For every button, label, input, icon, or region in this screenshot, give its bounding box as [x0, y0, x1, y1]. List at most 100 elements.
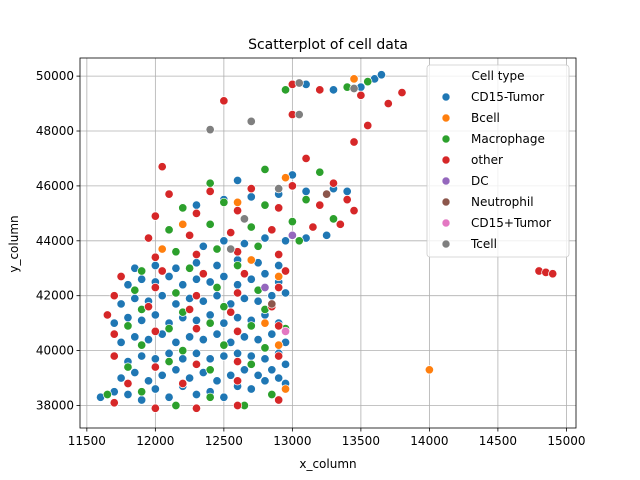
- data-point: [233, 400, 243, 411]
- data-point: [246, 321, 256, 331]
- plot-frame: [79, 57, 577, 429]
- data-point: [397, 88, 407, 98]
- y-tick-label: 46000: [36, 179, 74, 193]
- data-point: [198, 241, 208, 251]
- data-point: [157, 370, 167, 380]
- data-point: [150, 362, 160, 372]
- data-point: [150, 326, 160, 336]
- data-point: [260, 318, 270, 328]
- data-point: [178, 280, 188, 290]
- series-tcell: [205, 78, 359, 254]
- data-point: [280, 359, 291, 369]
- data-point: [328, 178, 339, 188]
- data-point: [267, 329, 277, 339]
- data-point: [219, 271, 229, 282]
- data-point: [130, 285, 140, 295]
- data-point: [267, 389, 277, 400]
- data-point: [322, 189, 332, 199]
- data-point: [233, 197, 243, 207]
- x-tick-label: 12500: [205, 434, 243, 448]
- data-point: [226, 228, 236, 238]
- data-point: [116, 337, 126, 347]
- data-point: [191, 249, 202, 260]
- legend-marker: [441, 113, 451, 123]
- data-point: [171, 288, 181, 298]
- data-point: [164, 189, 174, 199]
- data-point: [185, 263, 195, 273]
- data-point: [219, 351, 229, 361]
- data-point: [260, 200, 270, 210]
- data-point: [164, 357, 174, 367]
- legend-marker: [441, 239, 451, 249]
- data-point: [185, 332, 195, 342]
- data-point: [157, 162, 167, 172]
- x-tick-label: 15000: [547, 434, 585, 448]
- data-point: [274, 340, 284, 350]
- data-point: [143, 335, 154, 345]
- data-point: [233, 326, 243, 336]
- data-point: [171, 299, 181, 309]
- legend-entry-label: Macrophage: [471, 132, 545, 146]
- data-point: [246, 222, 256, 232]
- data-point: [130, 293, 140, 303]
- series-neutrophil: [267, 189, 332, 309]
- data-point: [226, 370, 236, 380]
- x-axis-label: x_column: [299, 457, 356, 471]
- data-point: [274, 249, 284, 260]
- data-point: [116, 271, 126, 282]
- data-point: [178, 346, 188, 356]
- data-point: [274, 373, 284, 383]
- data-point: [253, 241, 263, 251]
- data-point: [123, 389, 133, 400]
- data-point: [178, 203, 188, 213]
- data-point: [274, 260, 284, 271]
- data-point: [205, 186, 215, 196]
- data-point: [246, 192, 256, 202]
- data-point: [109, 291, 119, 301]
- data-point: [150, 403, 160, 413]
- data-point: [212, 282, 222, 293]
- data-point: [315, 167, 325, 177]
- data-point: [191, 348, 202, 358]
- y-tick-label: 50000: [36, 69, 74, 83]
- data-point: [191, 403, 202, 413]
- y-tick-label: 38000: [36, 398, 74, 412]
- data-point: [130, 332, 140, 342]
- data-point: [287, 217, 297, 227]
- data-point: [185, 230, 195, 240]
- data-point: [267, 225, 277, 235]
- data-point: [143, 376, 154, 386]
- data-point: [548, 269, 558, 279]
- data-point: [219, 318, 229, 328]
- data-point: [287, 181, 297, 191]
- data-point: [260, 164, 270, 174]
- data-point: [274, 282, 284, 293]
- data-point: [239, 365, 249, 375]
- x-tick-label: 13500: [342, 434, 380, 448]
- y-axis-label: y_column: [7, 215, 21, 272]
- data-point: [116, 299, 126, 309]
- data-point: [150, 384, 160, 394]
- series-dc: [260, 230, 297, 293]
- data-point: [239, 332, 249, 342]
- data-point: [287, 230, 297, 240]
- legend-marker: [441, 197, 451, 207]
- data-point: [328, 85, 339, 95]
- data-point: [233, 357, 243, 367]
- data-point: [274, 184, 284, 194]
- data-point: [280, 326, 291, 336]
- data-point: [137, 274, 147, 284]
- legend-entry-label: CD15-Tumor: [471, 90, 544, 104]
- data-point: [109, 351, 119, 361]
- data-point: [150, 310, 160, 320]
- data-point: [191, 274, 202, 284]
- plot-area: 11500 12000 12500 13000 13500 14000 14500 15000…: [36, 57, 586, 448]
- data-point: [102, 389, 112, 400]
- data-point: [205, 178, 215, 188]
- data-point: [226, 244, 236, 254]
- data-point: [123, 378, 133, 389]
- data-point: [109, 329, 119, 339]
- data-point: [301, 153, 311, 164]
- data-point: [219, 236, 229, 246]
- data-point: [315, 85, 325, 95]
